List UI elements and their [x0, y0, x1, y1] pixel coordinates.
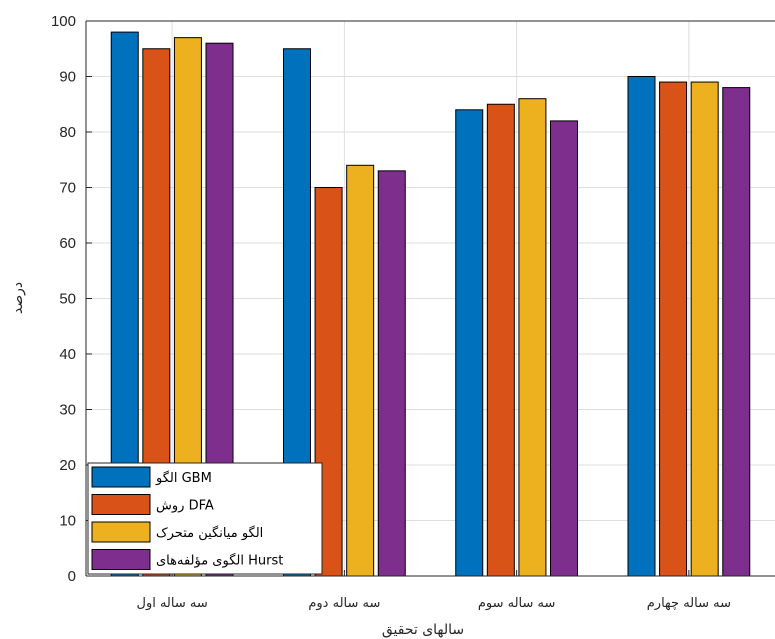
bar [518, 98, 547, 577]
x-tick-label: سه ساله اول [137, 596, 208, 611]
x-tick-label: سه ساله چهارم [647, 596, 731, 611]
legend-label: روش DFA [156, 499, 214, 514]
bar [377, 170, 406, 577]
legend-swatch [91, 549, 151, 570]
legend-swatch [91, 494, 151, 515]
bar [346, 164, 375, 577]
bars-layer [110, 31, 751, 577]
y-tick-label: 60 [59, 235, 76, 252]
y-tick-label: 50 [59, 291, 76, 308]
y-tick-label: 30 [59, 402, 76, 419]
bar [455, 109, 484, 577]
legend: الگو GBM روش DFA الگو میانگین متحرک الگوی م… [87, 462, 323, 575]
bar [659, 81, 688, 577]
x-tick-label: سه ساله سوم [478, 596, 556, 611]
y-tick-label: 90 [59, 69, 76, 86]
x-axis-label: سالهای تحقیق [382, 622, 464, 638]
y-tick-label: 80 [59, 124, 76, 141]
legend-label: الگوی مؤلفه‌های Hurst [156, 553, 283, 569]
legend-swatch [91, 521, 151, 543]
x-tick-label: سه ساله دوم [308, 596, 380, 611]
bar [627, 76, 656, 577]
legend-swatch [91, 466, 151, 488]
y-tick-label: 0 [68, 568, 76, 585]
y-axis-label: درصد [10, 282, 26, 314]
bar [550, 120, 579, 577]
bar [690, 81, 719, 577]
y-tick-label: 40 [59, 346, 76, 363]
legend-label: الگو GBM [155, 470, 212, 486]
y-tick-label: 100 [51, 13, 76, 30]
legend-label: الگو میانگین متحرک [156, 525, 263, 541]
y-tick-label: 20 [59, 457, 76, 474]
y-tick-label: 10 [59, 513, 76, 530]
y-tick-label: 70 [59, 180, 76, 197]
bar [486, 103, 515, 577]
bar [722, 87, 751, 577]
